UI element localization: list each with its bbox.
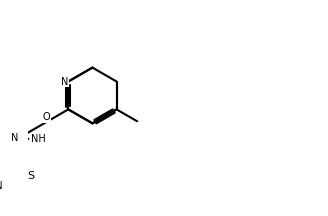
Text: NH: NH (31, 134, 46, 144)
Text: O: O (43, 112, 51, 122)
Text: S: S (27, 171, 34, 181)
Text: N: N (61, 76, 69, 87)
Text: N: N (11, 133, 18, 143)
Text: H₂N: H₂N (0, 181, 2, 191)
